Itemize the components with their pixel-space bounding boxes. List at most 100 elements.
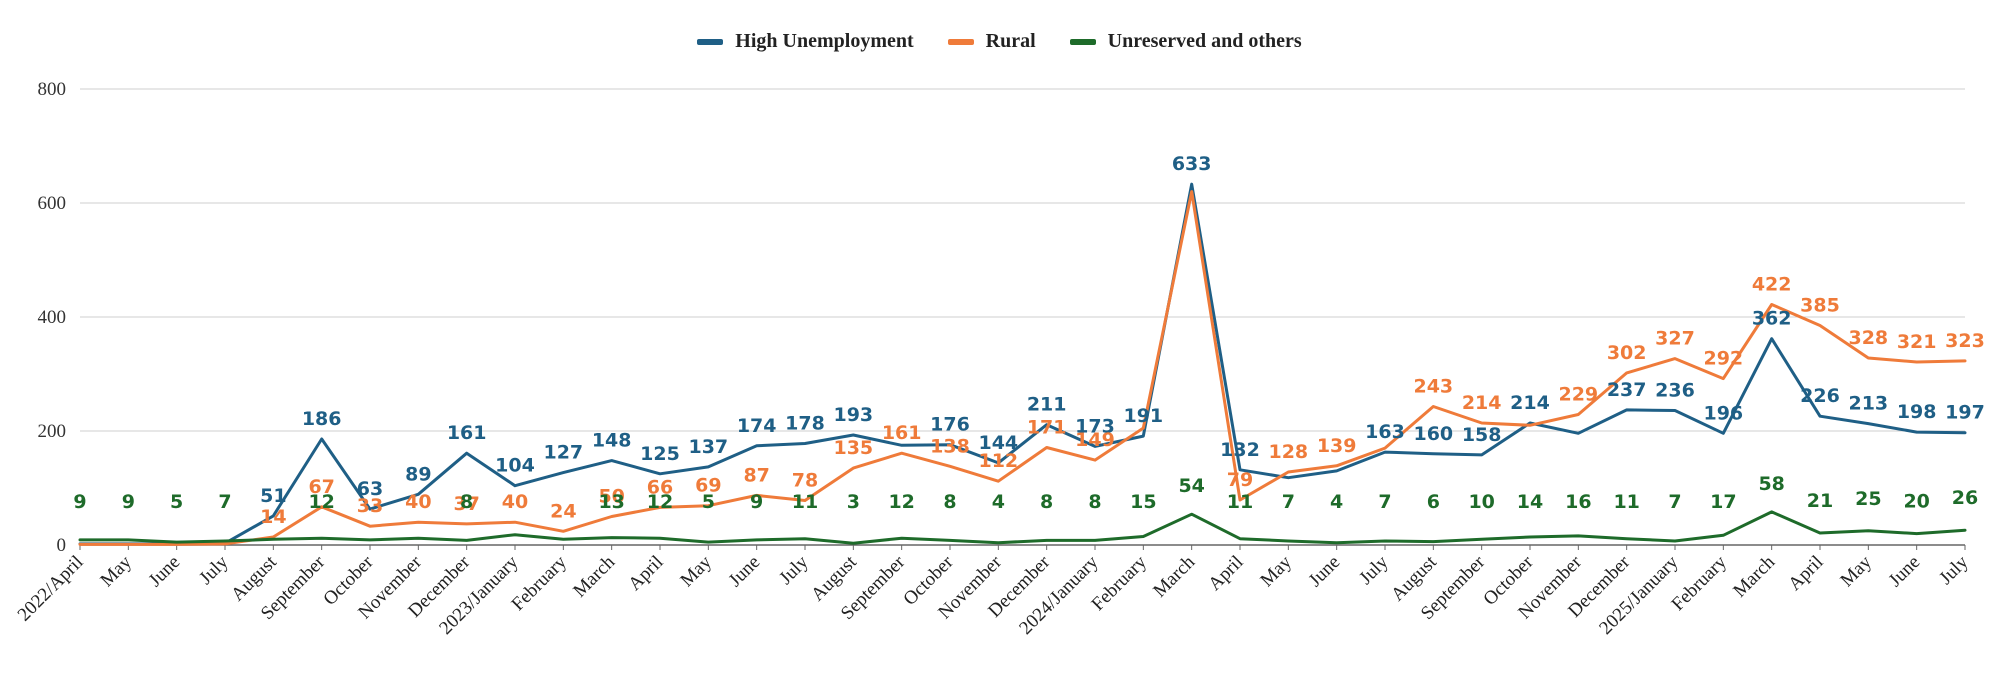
x-tick-label: July bbox=[1355, 551, 1393, 589]
data-label: 3 bbox=[847, 491, 860, 513]
data-label: 196 bbox=[1703, 402, 1743, 424]
x-tick-label: February bbox=[1668, 551, 1732, 615]
data-label: 37 bbox=[453, 493, 479, 515]
data-label: 25 bbox=[1855, 488, 1881, 510]
y-tick-label: 0 bbox=[57, 535, 67, 556]
x-tick-label: June bbox=[1885, 552, 1924, 591]
data-label: 158 bbox=[1462, 424, 1502, 446]
data-label: 4 bbox=[1330, 491, 1343, 513]
data-label: 385 bbox=[1800, 295, 1840, 317]
data-label: 127 bbox=[543, 442, 583, 464]
data-label: 21 bbox=[1807, 490, 1833, 512]
data-label: 191 bbox=[1123, 405, 1163, 427]
x-tick-label: March bbox=[1729, 551, 1779, 601]
data-label: 125 bbox=[640, 443, 680, 465]
data-label: 104 bbox=[495, 455, 535, 477]
data-label: 15 bbox=[1130, 491, 1156, 513]
data-label: 33 bbox=[357, 495, 383, 517]
data-label: 11 bbox=[1227, 491, 1253, 513]
legend-swatch bbox=[697, 38, 724, 45]
data-label: 11 bbox=[792, 491, 818, 513]
y-tick-label: 600 bbox=[38, 193, 67, 214]
data-label: 7 bbox=[218, 491, 231, 513]
series-line bbox=[78, 190, 1967, 546]
x-tick-label: April bbox=[1204, 552, 1247, 595]
x-tick-label: May bbox=[1836, 551, 1876, 591]
data-label: 7 bbox=[1378, 491, 1391, 513]
data-label: 237 bbox=[1607, 379, 1647, 401]
data-label: 66 bbox=[647, 476, 673, 498]
x-tick-label: July bbox=[1935, 551, 1973, 589]
x-axis-ticks: 2022/April May June JulyAugustSeptemberOcto… bbox=[14, 545, 1973, 639]
legend-label: Unreserved and others bbox=[1107, 30, 1302, 52]
data-label: 139 bbox=[1317, 435, 1357, 457]
data-label: 211 bbox=[1027, 394, 1067, 416]
data-label: 79 bbox=[1227, 469, 1253, 491]
data-label: 7 bbox=[1668, 491, 1681, 513]
data-label: 7 bbox=[1282, 491, 1295, 513]
data-label: 4 bbox=[992, 491, 1005, 513]
y-axis-ticks: 0 200 400 600 800 bbox=[38, 79, 67, 556]
data-label: 236 bbox=[1655, 379, 1695, 401]
x-tick-label: February bbox=[1088, 551, 1152, 615]
data-label: 20 bbox=[1903, 491, 1929, 513]
data-label: 226 bbox=[1800, 385, 1840, 407]
data-label: 26 bbox=[1952, 487, 1978, 509]
legend-label: High Unemployment bbox=[735, 30, 914, 52]
data-label: 328 bbox=[1848, 327, 1888, 349]
data-label: 24 bbox=[550, 500, 576, 522]
legend-swatch bbox=[947, 38, 974, 45]
data-label: 128 bbox=[1268, 441, 1308, 463]
series-lines bbox=[78, 182, 1967, 546]
data-label: 17 bbox=[1710, 491, 1736, 513]
x-tick-label: May bbox=[676, 551, 716, 591]
data-label: 302 bbox=[1607, 342, 1647, 364]
legend-item: High Unemployment bbox=[697, 30, 914, 53]
data-label: 87 bbox=[743, 464, 769, 486]
data-label: 89 bbox=[405, 463, 431, 485]
data-label: 13 bbox=[598, 491, 624, 513]
data-label: 69 bbox=[695, 475, 721, 497]
series-line bbox=[78, 182, 1967, 546]
data-label: 50 bbox=[598, 486, 624, 508]
x-tick-label: February bbox=[508, 551, 572, 615]
data-label: 54 bbox=[1178, 475, 1204, 497]
y-tick-label: 800 bbox=[38, 79, 67, 100]
data-label: 149 bbox=[1075, 429, 1115, 451]
x-tick-label: May bbox=[96, 551, 136, 591]
data-label: 173 bbox=[1075, 415, 1115, 437]
data-label: 8 bbox=[1088, 491, 1101, 513]
data-label: 174 bbox=[737, 415, 777, 437]
data-label: 137 bbox=[688, 436, 728, 458]
data-label: 186 bbox=[302, 408, 342, 430]
data-label: 135 bbox=[833, 437, 873, 459]
x-tick-label: July bbox=[195, 551, 233, 589]
data-label: 8 bbox=[1040, 491, 1053, 513]
data-label: 176 bbox=[930, 414, 970, 436]
data-label: 6 bbox=[1427, 491, 1440, 513]
data-label: 362 bbox=[1752, 308, 1792, 330]
data-label: 321 bbox=[1897, 331, 1937, 353]
data-label: 213 bbox=[1848, 393, 1888, 415]
data-label: 214 bbox=[1462, 392, 1502, 414]
data-label: 11 bbox=[1613, 491, 1639, 513]
legend-swatch bbox=[1069, 38, 1096, 45]
chart-legend: High Unemployment Rural Unreserved and oth… bbox=[0, 30, 1999, 53]
data-label: 9 bbox=[122, 491, 135, 513]
data-label: 14 bbox=[1517, 491, 1543, 513]
data-label: 138 bbox=[930, 435, 970, 457]
data-label: 243 bbox=[1413, 375, 1453, 397]
x-tick-label: 2022/April bbox=[14, 552, 88, 626]
data-label: 422 bbox=[1752, 273, 1792, 295]
data-label: 10 bbox=[1468, 491, 1494, 513]
data-label: 40 bbox=[405, 491, 431, 513]
data-label: 161 bbox=[447, 422, 487, 444]
legend-item: Unreserved and others bbox=[1069, 30, 1302, 53]
data-label: 5 bbox=[170, 491, 183, 513]
x-tick-label: May bbox=[1256, 551, 1296, 591]
data-label: 5 bbox=[702, 491, 715, 513]
data-label: 8 bbox=[460, 491, 473, 513]
y-tick-label: 200 bbox=[38, 421, 67, 442]
data-label: 12 bbox=[888, 491, 914, 513]
